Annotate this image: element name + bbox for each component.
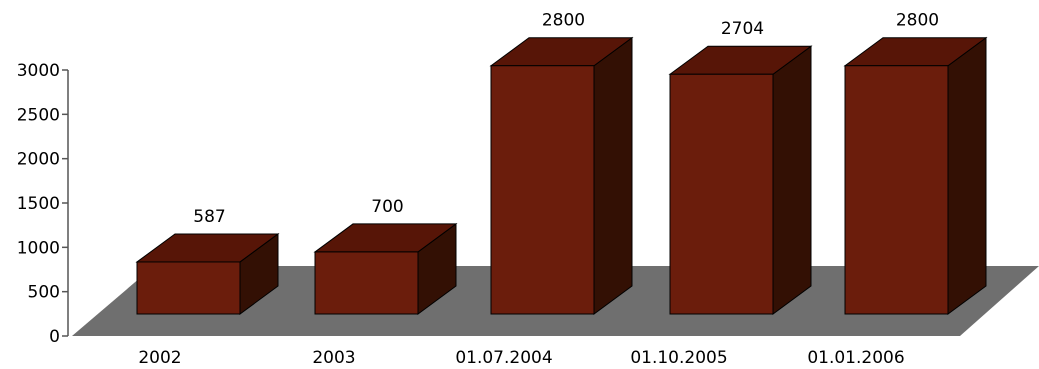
- data-label: 2800: [896, 11, 939, 31]
- x-tick-label: 01.01.2006: [807, 348, 904, 368]
- bar-01.07.2004: [489, 36, 634, 315]
- bar-side-face: [947, 36, 987, 315]
- x-tick-label: 2002: [138, 348, 181, 368]
- bar-front-face: [490, 65, 595, 315]
- y-axis: 0 500 1000 1500 2000 2500 3000: [17, 61, 69, 347]
- category-labels: 2002 2003 01.07.2004 01.10.2005 01.01.2006: [138, 348, 904, 368]
- bar-2003: [313, 222, 458, 315]
- x-tick-label: 01.10.2005: [630, 348, 727, 368]
- y-tick-label: 2500: [17, 105, 60, 125]
- bar-01.01.2006: [843, 36, 988, 315]
- bar-side-face: [593, 36, 633, 315]
- y-tick-label: 1500: [17, 194, 60, 214]
- bar-front-face: [314, 251, 419, 315]
- bar-front-face: [844, 65, 949, 315]
- bars: [135, 36, 988, 315]
- y-tick-label: 1000: [17, 238, 60, 258]
- data-label: 700: [371, 197, 403, 217]
- bar-front-face: [669, 73, 774, 315]
- data-label: 2704: [721, 19, 764, 39]
- data-label: 2800: [542, 11, 585, 31]
- y-tick-label: 2000: [17, 150, 60, 170]
- x-tick-label: 2003: [312, 348, 355, 368]
- bar-side-face: [772, 45, 812, 315]
- data-labels: 587 700 2800 2704 2800: [193, 11, 939, 227]
- y-tick-label: 0: [49, 327, 60, 347]
- data-label: 587: [193, 207, 225, 227]
- y-tick-label: 500: [28, 283, 60, 303]
- bar-2002: [135, 232, 280, 315]
- bar-front-face: [136, 261, 241, 315]
- x-tick-label: 01.07.2004: [455, 348, 552, 368]
- bar-01.10.2005: [668, 45, 813, 315]
- y-tick-label: 3000: [17, 61, 60, 81]
